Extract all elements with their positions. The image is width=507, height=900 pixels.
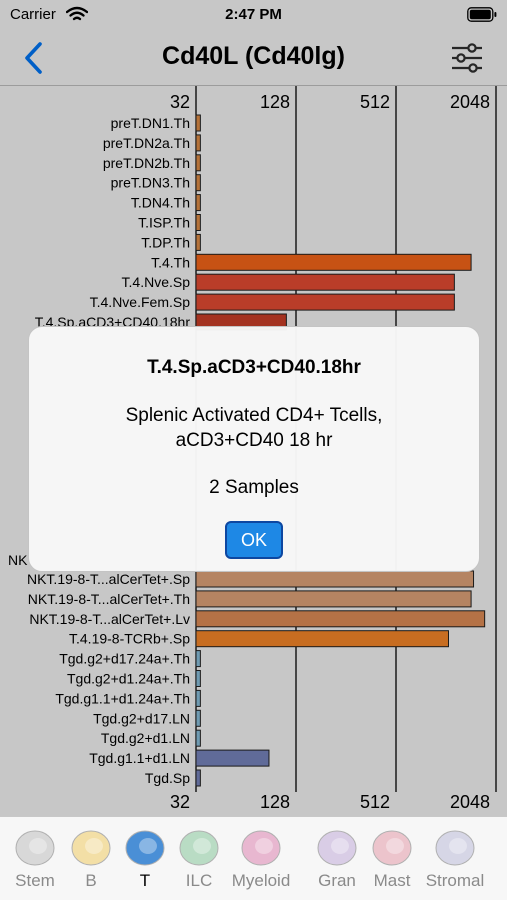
alert-description-line1: Splenic Activated CD4+ Tcells, — [125, 405, 383, 426]
tab-label: B — [85, 871, 97, 890]
clock: 2:47 PM — [225, 6, 282, 23]
tab-label: Myeloid — [231, 871, 291, 890]
tab-label: ILC — [185, 871, 213, 890]
data-bar — [195, 749, 270, 767]
data-bar — [195, 689, 201, 707]
data-bar — [195, 154, 201, 172]
row-label: T.DN4.Th — [131, 195, 190, 211]
row-label: T.4.Th — [151, 254, 190, 270]
row-label: NKT.19-8-T...alCerTet+.Sp — [27, 571, 190, 587]
data-bar — [195, 293, 455, 311]
alert-description: Splenic Activated CD4+ Tcells, aCD3+CD40… — [29, 403, 479, 453]
navigation-bar: Cd40L (Cd40lg) — [0, 30, 507, 86]
row-label: preT.DN2b.Th — [103, 155, 190, 171]
chevron-left-icon — [25, 42, 42, 74]
alert-sample-count: 2 Samples — [209, 477, 299, 498]
row-label: Tgd.g2+d17.24a+.Th — [59, 651, 190, 667]
ok-button[interactable]: OK — [225, 521, 283, 559]
tab-gran[interactable]: Gran — [306, 829, 368, 893]
tab-ilc[interactable]: ILC — [168, 829, 230, 893]
row-label: T.DP.Th — [141, 234, 190, 250]
data-bar — [195, 174, 201, 192]
stem-cell-icon — [15, 830, 55, 866]
top-tick-label-512: 512 — [360, 92, 390, 112]
data-bar — [195, 273, 455, 291]
data-bar — [195, 233, 201, 251]
row-label: Tgd.g2+d1.LN — [101, 730, 190, 746]
data-bar — [195, 590, 472, 608]
data-bar — [195, 630, 449, 648]
back-button[interactable] — [18, 38, 52, 78]
filter-button[interactable] — [449, 40, 485, 76]
status-bar: Carrier 2:47 PM — [0, 0, 507, 30]
top-tick-label-128: 128 — [260, 92, 290, 112]
row-label: Tgd.g1.1+d1.LN — [89, 750, 190, 766]
tab-b[interactable]: B — [60, 829, 122, 893]
row-label: T.4.19-8-TCRb+.Sp — [69, 631, 190, 647]
sliders-icon — [452, 43, 482, 73]
tab-t[interactable]: T — [114, 829, 176, 893]
tab-label: Mast — [373, 871, 411, 890]
top-tick-label-2048: 2048 — [450, 92, 490, 112]
data-bar — [195, 729, 201, 747]
tab-label: Stromal — [425, 871, 485, 890]
tab-label: Gran — [318, 871, 356, 890]
bottom-tick-label-32: 32 — [170, 792, 190, 812]
row-label: preT.DN2a.Th — [103, 135, 190, 151]
bottom-tick-label-128: 128 — [260, 792, 290, 812]
b-cell-icon — [71, 830, 111, 866]
row-label: preT.DN1.Th — [111, 115, 190, 131]
wifi-icon — [66, 6, 88, 21]
battery-icon — [467, 7, 497, 22]
row-label: NKT.19-8-T...alCerTet+.Lv — [29, 611, 190, 627]
bottom-tick-label-2048: 2048 — [450, 792, 490, 812]
data-bar — [195, 114, 201, 132]
tab-myeloid[interactable]: Myeloid — [230, 829, 292, 893]
alert-description-line2: aCD3+CD40 18 hr — [175, 430, 333, 451]
granulocyte-icon — [317, 830, 357, 866]
row-label: Tgd.g2+d17.LN — [93, 710, 190, 726]
tab-stem[interactable]: Stem — [4, 829, 66, 893]
tab-label: Stem — [15, 871, 55, 890]
data-bar — [195, 253, 472, 271]
row-label: NKT.19-8-T...alCerTet+.Th — [28, 591, 190, 607]
stromal-cell-icon — [435, 830, 475, 866]
data-bar — [195, 610, 486, 628]
row-label: Tgd.g1.1+d1.24a+.Th — [55, 690, 190, 706]
ilc-cell-icon — [179, 830, 219, 866]
data-bar — [195, 194, 201, 212]
mast-cell-icon — [372, 830, 412, 866]
tab-mast[interactable]: Mast — [361, 829, 423, 893]
data-bar — [195, 214, 201, 231]
row-label: T.4.Nve.Fem.Sp — [90, 294, 191, 310]
myeloid-cell-icon — [241, 830, 281, 866]
alert-dialog: T.4.Sp.aCD3+CD40.18hr Splenic Activated … — [28, 326, 480, 572]
row-label: Tgd.g2+d1.24a+.Th — [67, 671, 190, 687]
data-bar — [195, 650, 201, 668]
t-cell-icon — [125, 830, 165, 866]
row-label: T.4.Nve.Sp — [122, 274, 191, 290]
tab-label: T — [139, 871, 151, 890]
carrier-label: Carrier — [10, 6, 56, 23]
row-label: preT.DN3.Th — [111, 175, 190, 191]
row-label: Tgd.Sp — [145, 770, 190, 786]
partial-row-label: NK — [8, 552, 28, 568]
tab-bar: Stem B T ILC Myeloid Gran Mast Stromal — [0, 816, 507, 900]
data-bar — [195, 134, 201, 152]
data-bar — [195, 769, 201, 787]
data-bar — [195, 709, 201, 727]
top-tick-label-32: 32 — [170, 92, 190, 112]
alert-title: T.4.Sp.aCD3+CD40.18hr — [147, 357, 361, 378]
page-title: Cd40L (Cd40lg) — [162, 42, 345, 70]
bottom-tick-label-512: 512 — [360, 792, 390, 812]
tab-stromal[interactable]: Stromal — [424, 829, 486, 893]
data-bar — [195, 670, 201, 687]
row-label: T.ISP.Th — [138, 215, 190, 231]
